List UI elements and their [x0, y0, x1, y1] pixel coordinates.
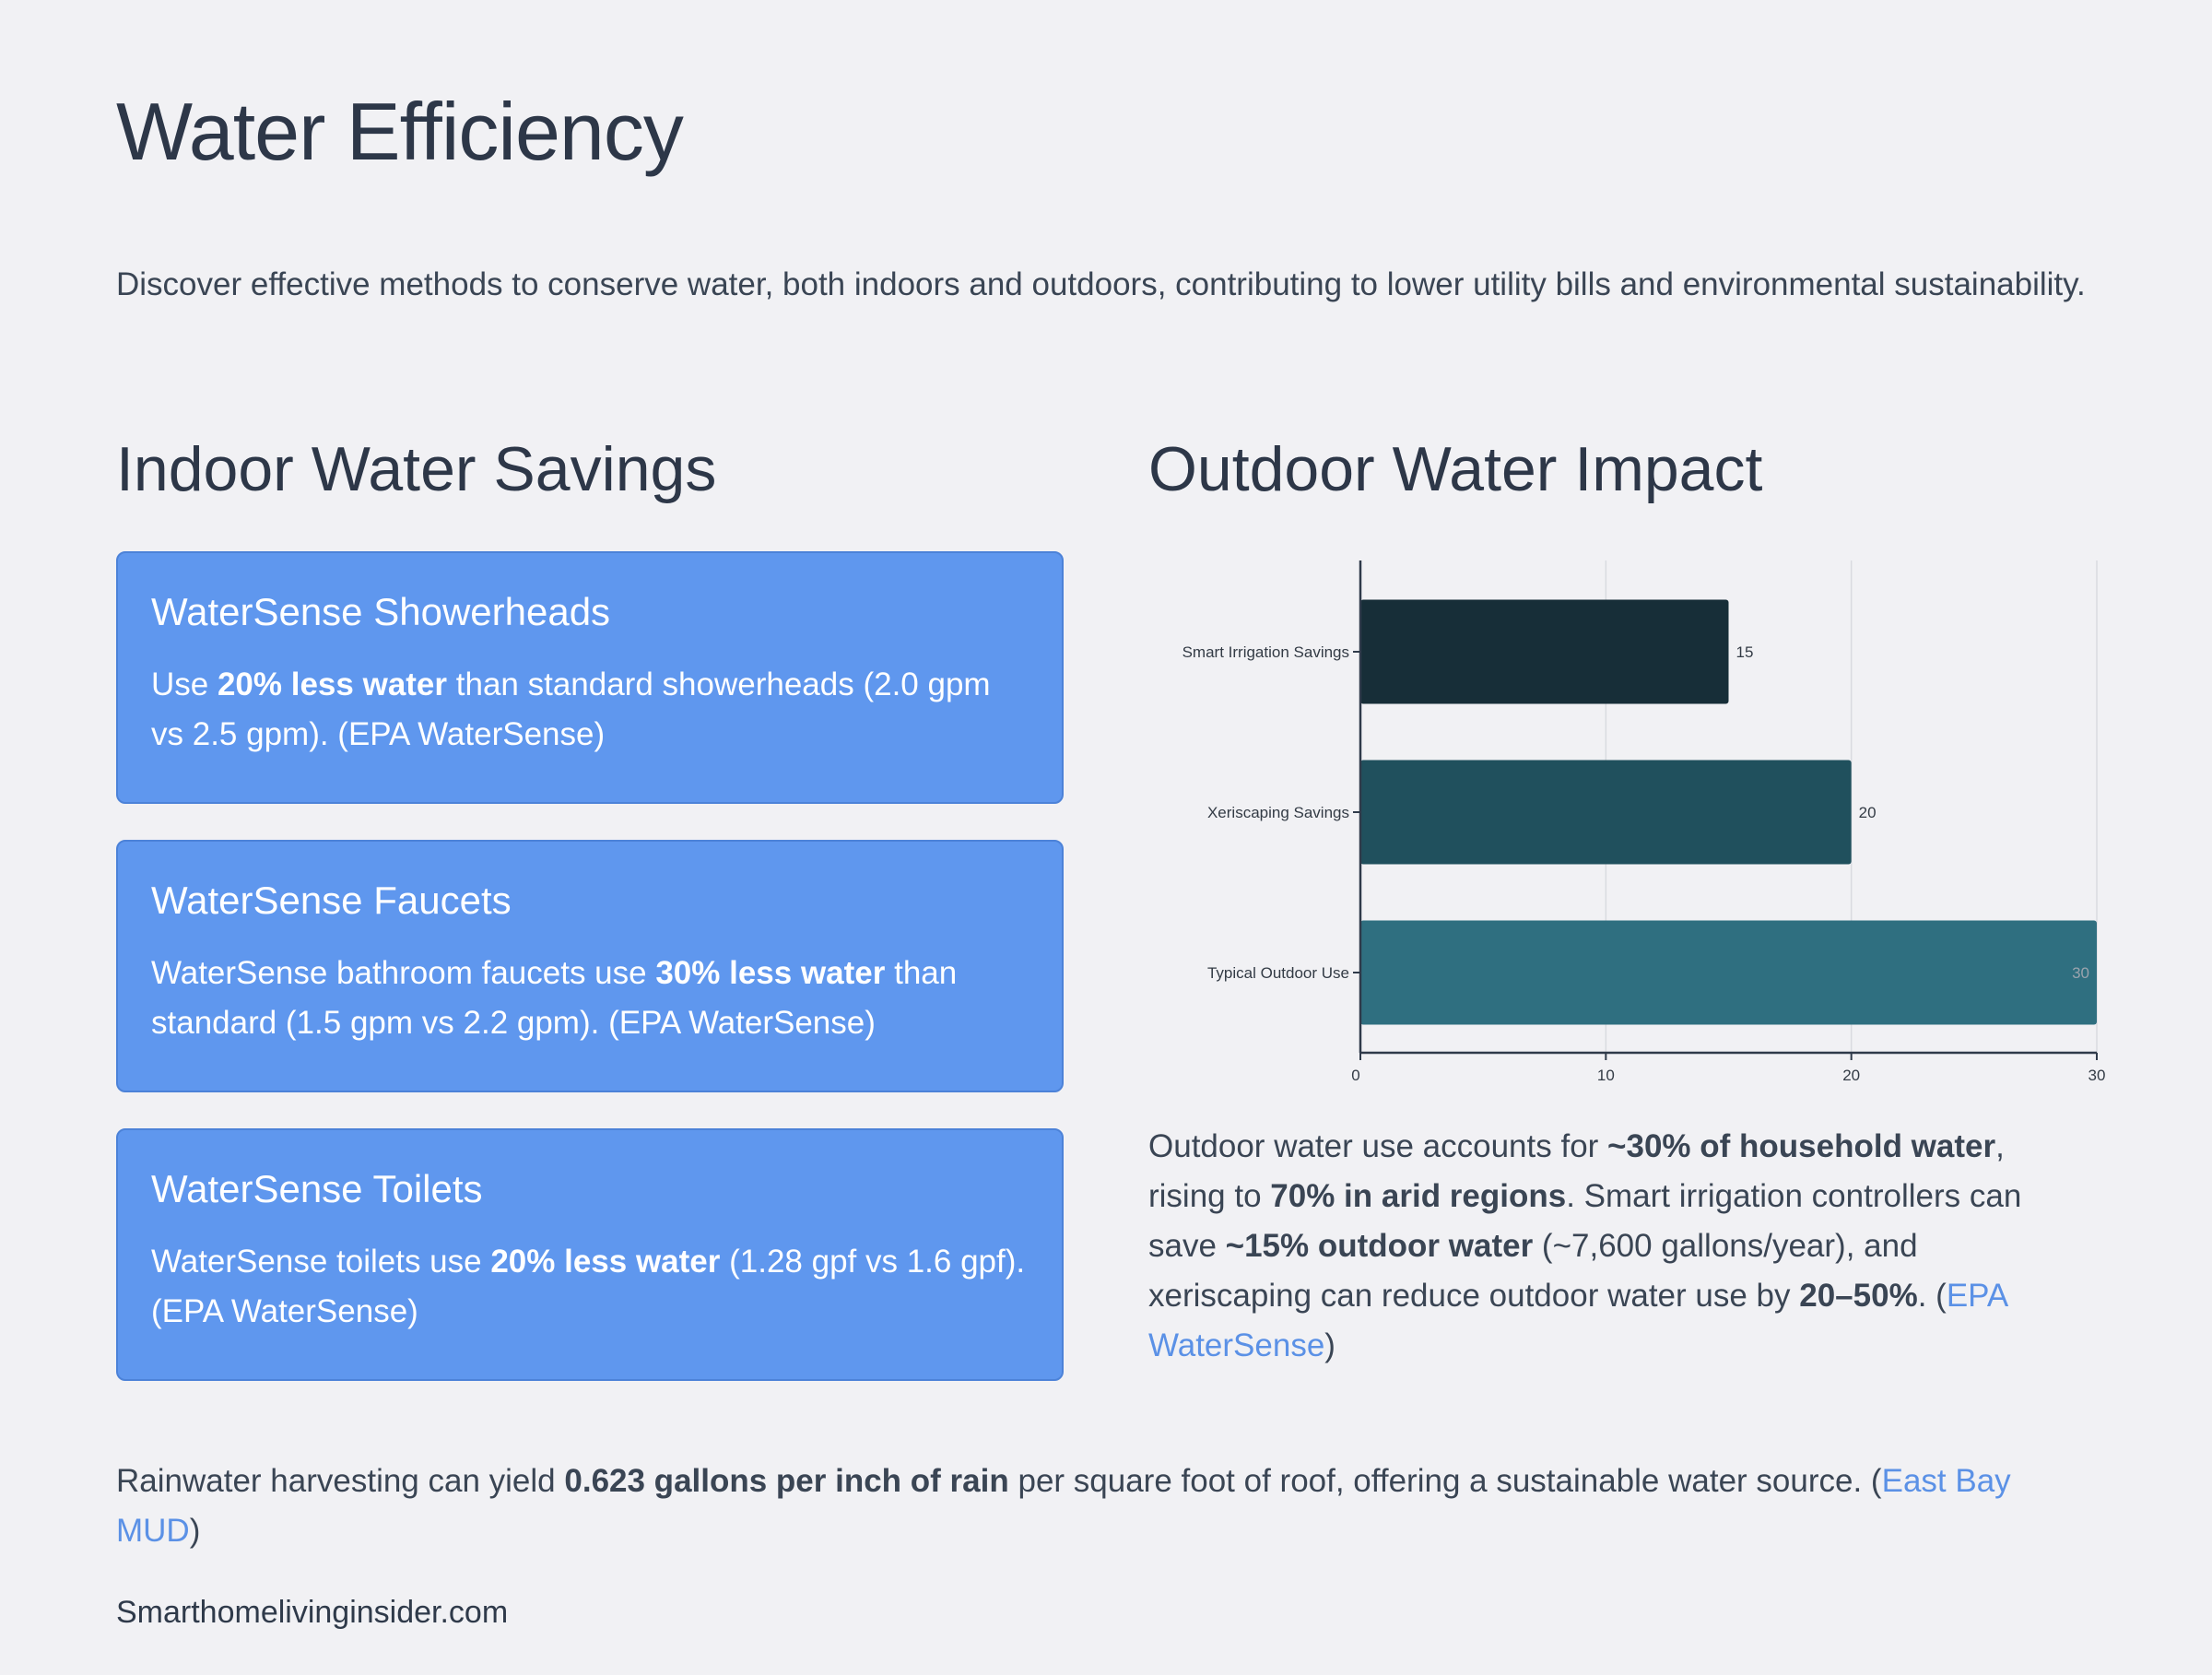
card-text: Use 20% less water than standard showerh…	[151, 666, 991, 752]
card-title: WaterSense Faucets	[151, 879, 512, 922]
x-tick-label: 0	[1351, 1067, 1359, 1084]
card-title: WaterSense Toilets	[151, 1167, 483, 1210]
outdoor-section-title: Outdoor Water Impact	[1148, 434, 1763, 504]
east-bay-mud-link[interactable]: East Bay MUD	[116, 1463, 2011, 1549]
y-tick-label: Typical Outdoor Use	[1207, 964, 1349, 982]
bar	[1360, 760, 1852, 865]
card-text: WaterSense toilets use 20% less water (1…	[151, 1244, 1026, 1329]
x-tick-label: 10	[1597, 1067, 1615, 1084]
card-text: WaterSense bathroom faucets use 30% less…	[151, 955, 958, 1041]
footer-site-name: Smarthomelivinginsider.com	[116, 1595, 509, 1630]
data-label: 20	[1859, 804, 1877, 821]
page-title: Water Efficiency	[116, 86, 684, 177]
data-label: 15	[1736, 643, 1754, 661]
showerheads-card: WaterSense Showerheads Use 20% less wate…	[116, 551, 1064, 804]
indoor-section-title: Indoor Water Savings	[116, 434, 717, 504]
rainwater-text: Rainwater harvesting can yield 0.623 gal…	[116, 1463, 2011, 1549]
intro-text: Discover effective methods to conserve w…	[116, 266, 2086, 302]
y-tick-label: Xeriscaping Savings	[1207, 804, 1349, 821]
toilets-card: WaterSense Toilets WaterSense toilets us…	[116, 1128, 1064, 1381]
card-title: WaterSense Showerheads	[151, 590, 611, 633]
y-tick-label: Smart Irrigation Savings	[1182, 643, 1349, 661]
outdoor-bar-chart: Smart Irrigation Savings 15 Xeriscaping Sa…	[1182, 560, 2106, 1084]
faucets-card: WaterSense Faucets WaterSense bathroom f…	[116, 840, 1064, 1092]
data-label: 30	[2072, 964, 2089, 982]
epa-watersense-link[interactable]: EPA WaterSense	[1148, 1278, 2007, 1363]
x-tick-label: 30	[2088, 1067, 2106, 1084]
outdoor-description: Outdoor water use accounts for ~30% of h…	[1148, 1128, 2022, 1363]
x-tick-label: 20	[1842, 1067, 1860, 1084]
bar	[1360, 599, 1729, 704]
bar	[1360, 920, 2097, 1025]
